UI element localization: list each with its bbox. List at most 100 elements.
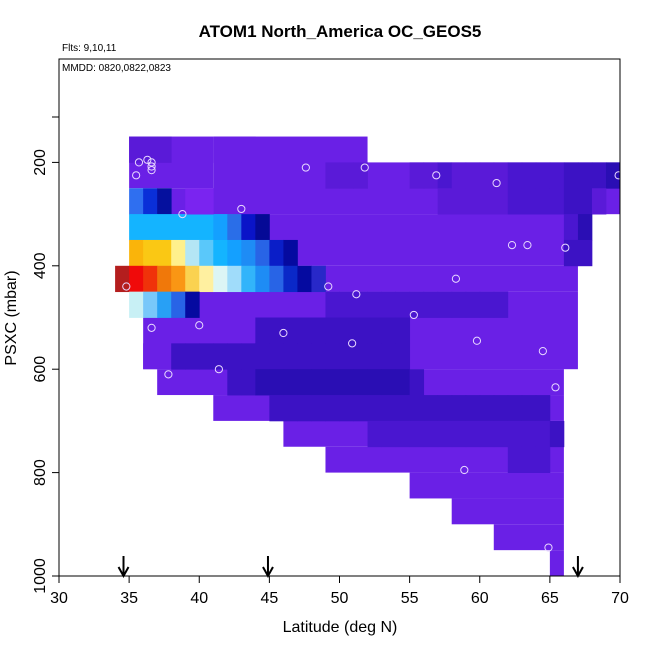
heatmap-cell xyxy=(129,291,144,318)
heatmap-region xyxy=(451,498,564,525)
heatmap-cell xyxy=(171,214,186,241)
heatmap-cell xyxy=(283,317,298,344)
heatmap-cell xyxy=(199,265,214,293)
heatmap-cell xyxy=(423,162,439,189)
heatmap-cell xyxy=(255,265,270,293)
heatmap-cell xyxy=(507,420,523,448)
heatmap-cell xyxy=(241,214,256,241)
heatmap-cell xyxy=(311,369,326,396)
heatmap-cell xyxy=(339,317,354,344)
heatmap-cell xyxy=(171,265,186,293)
heatmap-cell xyxy=(395,343,411,370)
heatmap-cell xyxy=(577,214,593,241)
y-tick-label: 400 xyxy=(32,252,49,279)
heatmap-cell xyxy=(521,162,537,189)
data-point xyxy=(561,243,570,252)
heatmap-cell xyxy=(381,291,396,318)
data-point xyxy=(279,328,288,338)
heatmap-cell xyxy=(381,317,396,344)
heatmap-cell xyxy=(353,162,368,189)
heatmap-cell xyxy=(213,265,228,293)
heatmap-cell xyxy=(213,239,228,267)
heatmap-cell xyxy=(521,188,537,215)
heatmap-cell xyxy=(465,162,481,189)
heatmap-cell xyxy=(367,317,382,344)
heatmap-cell xyxy=(213,343,228,370)
data-point xyxy=(360,163,369,172)
y-axis: 200 400 600 800 1000 xyxy=(32,116,59,594)
heatmap-cell xyxy=(535,420,551,448)
heatmap-cell xyxy=(437,395,453,422)
x-tick-label: 45 xyxy=(260,590,278,607)
heatmap-cell xyxy=(339,162,354,189)
heatmap-cell xyxy=(311,343,326,370)
data-point xyxy=(147,166,156,175)
heatmap-cell xyxy=(241,343,256,370)
heatmap-cell xyxy=(353,343,368,370)
heatmap-cell xyxy=(521,420,537,448)
heatmap-cell xyxy=(479,420,495,448)
y-axis-label: PSXC (mbar) xyxy=(3,270,20,365)
heatmap-cell xyxy=(339,369,354,396)
heatmap-cell xyxy=(507,162,523,189)
heatmap-cell xyxy=(185,291,200,318)
data-point xyxy=(451,274,461,283)
heatmap-cell xyxy=(493,162,509,189)
heatmap-cell xyxy=(185,214,200,241)
heatmap-cell xyxy=(283,343,298,370)
heatmap-cell xyxy=(325,369,340,396)
heatmap-cell xyxy=(325,343,340,370)
heatmap-cell xyxy=(269,239,284,267)
heatmap-cell xyxy=(157,188,172,215)
heatmap-cell xyxy=(227,343,242,370)
data-point xyxy=(432,171,441,180)
x-tick-label: 40 xyxy=(190,590,208,607)
data-point xyxy=(352,290,361,299)
heatmap-cell xyxy=(339,395,354,422)
heatmap-cell xyxy=(227,136,242,163)
heatmap-cell xyxy=(143,291,158,318)
heatmap-cell xyxy=(563,214,579,241)
heatmap-cell xyxy=(325,395,340,422)
data-point xyxy=(122,282,131,291)
heatmap-cell xyxy=(129,136,144,163)
heatmap-cell xyxy=(493,395,509,422)
heatmap-cell xyxy=(157,265,172,293)
data-point xyxy=(492,178,501,188)
heatmap-cell xyxy=(185,239,200,267)
heatmap-cell xyxy=(353,291,368,318)
heatmap-cell xyxy=(213,214,228,241)
heatmap-cell xyxy=(395,291,411,318)
heatmap-cell xyxy=(451,395,467,422)
heatmap-cells xyxy=(115,136,620,473)
data-point xyxy=(195,321,204,330)
data-point xyxy=(614,171,620,180)
heatmap-cell xyxy=(143,239,158,267)
heatmap-region xyxy=(297,265,578,292)
y-tick-label: 800 xyxy=(32,459,49,486)
heatmap-cell xyxy=(185,188,200,215)
heatmap-cell xyxy=(437,188,453,215)
heatmap-cell xyxy=(451,188,467,215)
heatmap-cell xyxy=(577,239,593,267)
heatmap-cell xyxy=(269,395,284,422)
data-point xyxy=(237,204,246,214)
heatmap-cell xyxy=(143,188,158,215)
heatmap-cell xyxy=(255,317,270,344)
heatmap-cell xyxy=(395,395,411,422)
heatmap-cell xyxy=(227,214,242,241)
heatmap-cell xyxy=(325,317,340,344)
heatmap-cell xyxy=(507,188,523,215)
heatmap-cell xyxy=(129,188,144,215)
arrow-head xyxy=(572,566,584,579)
latitude-markers xyxy=(117,556,584,579)
heatmap-cell xyxy=(297,343,312,370)
data-point xyxy=(143,155,152,164)
heatmap-cell xyxy=(199,214,214,241)
heatmap-cell xyxy=(451,162,467,189)
heatmap-cell xyxy=(269,265,284,293)
heatmap-cell xyxy=(171,343,186,370)
heatmap-cell xyxy=(535,162,551,189)
heatmap-cell xyxy=(535,395,551,422)
data-point xyxy=(472,336,482,345)
